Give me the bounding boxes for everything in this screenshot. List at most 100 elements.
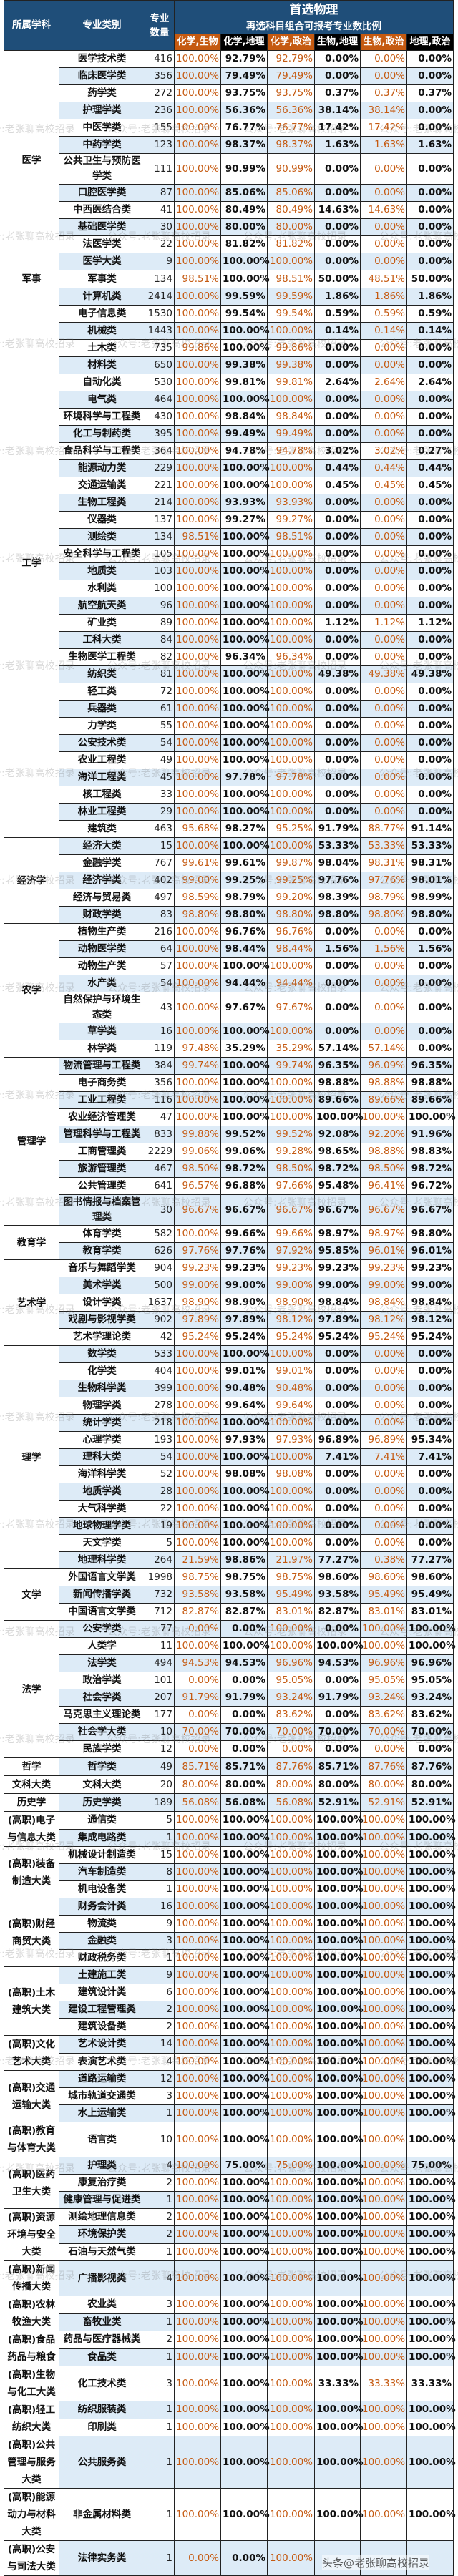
percent-cell-2: 97.66% [267, 1177, 315, 1195]
percent-cell-0: 100.00% [174, 2488, 221, 2541]
percent-cell-3: 93.58% [314, 1586, 361, 1604]
percent-cell-3: 1.56% [314, 940, 361, 958]
percent-cell-2: 0.00% [267, 1740, 315, 1758]
major-name-cell: 艺术学理论类 [59, 1328, 145, 1346]
major-name-cell: 非金属材料类 [59, 2488, 145, 2541]
percent-cell-0: 100.00% [174, 2225, 221, 2244]
percent-cell-1: 100.00% [220, 2260, 270, 2296]
major-name-cell: 公共卫生与预防医学类 [59, 153, 145, 185]
table-row: 金融学类 767 99.61% 99.61% 99.87% 98.04% 98.31% 98.… [4, 854, 454, 872]
percent-cell-1: 96.88% [220, 1177, 268, 1195]
major-count-cell: 1530 [145, 305, 175, 323]
major-name-cell: 通信类 [59, 1811, 145, 1830]
table-row: 土木类 735 99.86% 100.00% 99.86% 0.00% 0.00% 0.00% [4, 339, 454, 357]
percent-cell-5: 100.00% [406, 2104, 456, 2122]
percent-cell-1: 99.25% [220, 872, 268, 889]
percent-cell-3: 0.00% [314, 494, 361, 512]
percent-cell-5: 100.00% [406, 1863, 456, 1881]
percent-cell-2: 100.00% [267, 545, 315, 563]
table-row: (高职)交通运输大类 道路运输类 12 100.00% 100.00% 100.00% 10… [4, 2070, 456, 2122]
major-name-cell: 生物工程类 [59, 494, 145, 512]
table-row: 工商管理类 2229 99.06% 99.06% 99.28% 98.65% 98.88% 9… [4, 1143, 454, 1161]
percent-cell-3: 100.00% [314, 2207, 364, 2227]
major-count-cell: 11 [145, 1637, 175, 1655]
table-row: 水利类 100 100.00% 100.00% 100.00% 0.00% 0.00% 0.0… [4, 580, 454, 597]
percent-cell-3: 0.00% [314, 67, 361, 85]
percent-cell-4: 14.63% [360, 201, 407, 219]
percent-cell-2: 100.00% [267, 786, 315, 804]
percent-cell-2: 100.00% [267, 1949, 315, 1967]
percent-cell-2: 100.00% [267, 957, 315, 975]
major-name-cell: 草学类 [59, 1023, 145, 1040]
percent-cell-1: 94.78% [220, 442, 268, 460]
table-row: 矿业类 89 100.00% 100.00% 100.00% 1.12% 1.12% 1.12… [4, 614, 454, 632]
table-row: 艺术学理论类 42 95.24% 95.24% 95.24% 95.24% 95.24% 95… [4, 1328, 454, 1346]
percent-cell-0: 100.00% [174, 769, 221, 786]
percent-cell-0: 100.00% [174, 683, 221, 701]
percent-cell-1: 99.00% [220, 1277, 268, 1294]
percent-cell-4: 100.00% [360, 1984, 407, 2001]
table-row: 管理科学与工程类 833 99.88% 99.52% 99.52% 92.08% 92.20… [4, 1126, 454, 1143]
percent-cell-5: 100.00% [406, 2225, 456, 2244]
percent-cell-2: 100.00% [267, 562, 315, 580]
percent-cell-2: 90.48% [267, 1380, 315, 1397]
percent-cell-3: 98.65% [314, 1143, 361, 1161]
percent-cell-0: 100.00% [174, 1448, 221, 1466]
percent-cell-5: 100.00% [406, 2401, 456, 2419]
percent-cell-4: 0.00% [360, 528, 407, 546]
percent-cell-4: 0.00% [360, 50, 407, 68]
percent-cell-5: 100.00% [406, 1108, 456, 1126]
percent-cell-2: 99.23% [267, 1259, 315, 1277]
major-count-cell: 904 [145, 1259, 175, 1277]
major-name-cell: 护理学类 [59, 102, 145, 119]
percent-cell-1: 100.00% [220, 614, 270, 632]
major-name-cell: 化学类 [59, 1362, 145, 1380]
percent-cell-2: 100.00% [267, 2243, 315, 2262]
percent-cell-0: 98.80% [174, 906, 221, 924]
percent-cell-1: 100.00% [220, 562, 270, 580]
major-count-cell: 650 [145, 356, 175, 374]
percent-cell-2: 99.86% [267, 339, 315, 357]
percent-cell-0: 0.00% [174, 1706, 221, 1724]
major-name-cell: 医学技术类 [59, 50, 145, 68]
percent-cell-4: 95.05% [360, 1672, 407, 1689]
percent-cell-1: 100.00% [220, 683, 270, 701]
percent-cell-3: 0.00% [314, 1414, 361, 1432]
percent-cell-1: 99.61% [220, 854, 268, 872]
discipline-cell: (高职)能源动力与材料大类 [4, 2488, 59, 2541]
discipline-cell: 工学 [4, 288, 59, 838]
major-count-cell: 9 [145, 253, 175, 270]
table-row: 电气类 464 100.00% 100.00% 100.00% 0.00% 0.00% 0.0… [4, 391, 454, 409]
major-count-cell: 1 [145, 1828, 175, 1847]
major-count-cell: 16 [145, 1023, 175, 1040]
table-row: 图书情报与档案管理类 30 96.67% 96.67% 96.67% 96.67% 96.6… [4, 1194, 454, 1226]
major-name-cell: 自动化类 [59, 374, 145, 391]
table-row: 地理科学类 264 21.59% 98.86% 21.97% 77.27% 0.38% 77.… [4, 1551, 454, 1569]
table-row: 农业经济管理类 47 100.00% 100.00% 100.00% 100.00% 100… [4, 1108, 456, 1126]
percent-cell-5: 100.00% [406, 2418, 456, 2436]
discipline-cell: (高职)食品药品与粮食 [4, 2331, 59, 2366]
major-name-cell: 植物生产类 [59, 923, 145, 941]
percent-cell-1: 100.00% [220, 1345, 270, 1363]
percent-cell-3: 1.12% [314, 614, 361, 632]
percent-cell-4: 0.00% [360, 1740, 407, 1758]
major-name-cell: 语言类 [59, 2122, 145, 2157]
percent-cell-1: 100.00% [220, 339, 270, 357]
percent-cell-2: 100.00% [267, 1915, 315, 1933]
major-count-cell: 9 [145, 1915, 175, 1933]
percent-cell-2: 100.00% [267, 734, 315, 752]
major-count-cell: 404 [145, 1362, 175, 1380]
percent-cell-1: 100.00% [220, 2001, 270, 2019]
percent-cell-2: 100.00% [267, 2104, 315, 2122]
major-count-cell: 626 [145, 1242, 175, 1260]
major-count-cell: 4 [145, 2052, 175, 2071]
percent-cell-5: 50.00% [406, 270, 454, 288]
percent-cell-4: 0.00% [360, 1465, 407, 1483]
percent-cell-2: 100.00% [267, 1448, 315, 1466]
table-row: (高职)新闻传播大类 广播影视类 4 100.00% 100.00% 100.00% 100… [4, 2260, 456, 2296]
major-name-cell: 法学类 [59, 1654, 145, 1672]
percent-cell-3: 0.00% [314, 528, 361, 546]
percent-cell-5: 53.33% [406, 837, 454, 855]
percent-cell-3: 2.64% [314, 374, 361, 391]
table-row: 水上运输类 1 100.00% 100.00% 100.00% 100.00% 100.00… [4, 2104, 456, 2122]
